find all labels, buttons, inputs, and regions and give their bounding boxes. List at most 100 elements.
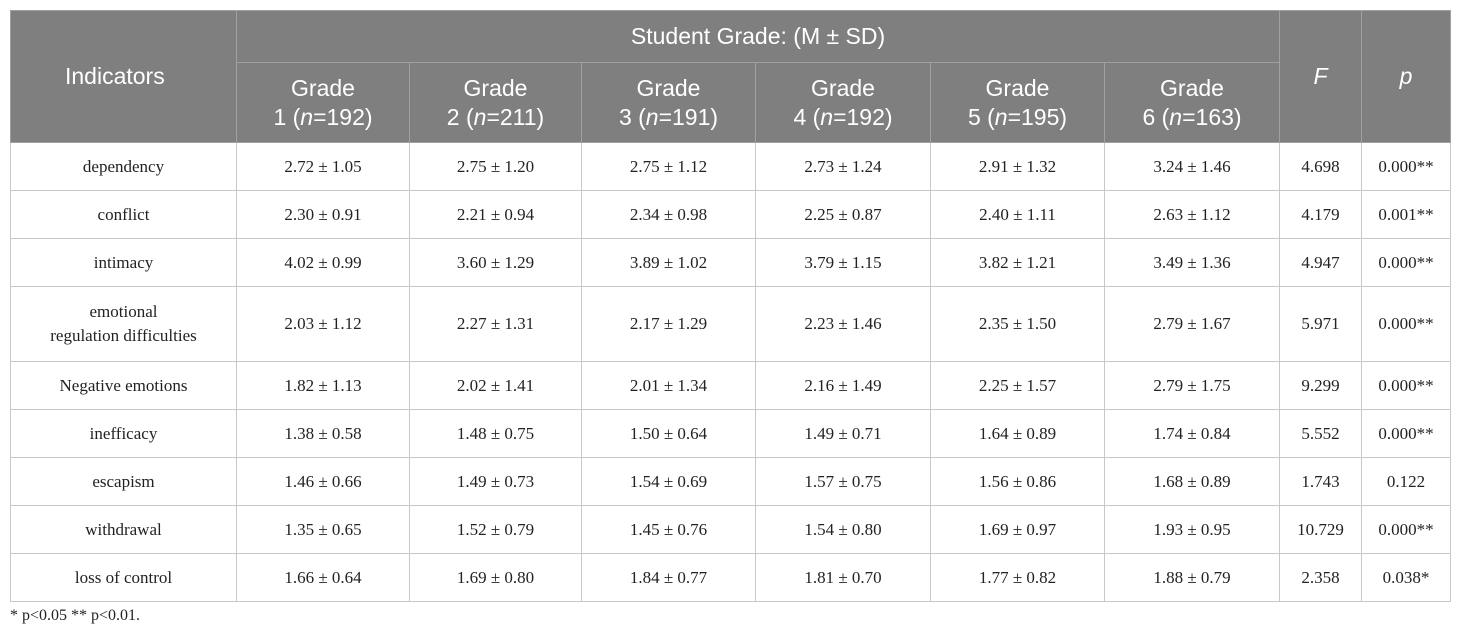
stat-cell: 2.02 ± 1.41 bbox=[409, 361, 582, 410]
grade-count: =195) bbox=[1007, 103, 1068, 130]
stat-cell: 1.69 ± 0.80 bbox=[409, 553, 582, 602]
table-row: inefficacy 1.38 ± 0.58 1.48 ± 0.75 1.50 … bbox=[10, 409, 1452, 458]
stat-cell: 1.77 ± 0.82 bbox=[930, 553, 1105, 602]
stat-cell: 2.16 ± 1.49 bbox=[755, 361, 931, 410]
indicator-label: inefficacy bbox=[10, 409, 237, 458]
stat-cell: 2.27 ± 1.31 bbox=[409, 286, 582, 362]
stat-cell: 2.23 ± 1.46 bbox=[755, 286, 931, 362]
stat-cell: 2.25 ± 0.87 bbox=[755, 190, 931, 239]
table-body: dependency 2.72 ± 1.05 2.75 ± 1.20 2.75 … bbox=[10, 142, 1452, 602]
student-grade-header: Student Grade: (M ± SD) bbox=[235, 10, 1281, 63]
grade-num: 6 ( bbox=[1142, 103, 1170, 130]
indicator-label: intimacy bbox=[10, 238, 237, 287]
p-header: p bbox=[1361, 10, 1452, 143]
stat-cell: 2.79 ± 1.75 bbox=[1103, 361, 1281, 410]
p-value: 0.000** bbox=[1361, 142, 1452, 191]
n-symbol: n bbox=[473, 103, 487, 130]
f-header: F bbox=[1279, 10, 1363, 143]
grade-count: =192) bbox=[313, 103, 373, 130]
stat-cell: 1.35 ± 0.65 bbox=[236, 505, 410, 554]
indicators-header: Indicators bbox=[10, 10, 237, 143]
stat-cell: 1.93 ± 0.95 bbox=[1103, 505, 1281, 554]
grade-1-header: Grade 1 (n=192) bbox=[236, 62, 410, 143]
stat-cell: 1.69 ± 0.97 bbox=[930, 505, 1105, 554]
stat-cell: 1.84 ± 0.77 bbox=[581, 553, 756, 602]
stat-cell: 4.02 ± 0.99 bbox=[236, 238, 410, 287]
grade-word: Grade bbox=[1160, 74, 1224, 101]
indicator-label: dependency bbox=[10, 142, 237, 191]
stat-cell: 1.54 ± 0.80 bbox=[755, 505, 931, 554]
indicator-label: conflict bbox=[10, 190, 237, 239]
stat-cell: 2.63 ± 1.12 bbox=[1103, 190, 1281, 239]
table-row: loss of control 1.66 ± 0.64 1.69 ± 0.80 … bbox=[10, 553, 1452, 602]
table-row: emotional regulation difficulties 2.03 ± … bbox=[10, 286, 1452, 362]
grade-word: Grade bbox=[291, 74, 355, 101]
stat-cell: 3.24 ± 1.46 bbox=[1103, 142, 1281, 191]
stat-cell: 2.35 ± 1.50 bbox=[930, 286, 1105, 362]
stat-cell: 2.21 ± 0.94 bbox=[409, 190, 582, 239]
grade-count: =163) bbox=[1182, 103, 1242, 130]
stat-cell: 1.52 ± 0.79 bbox=[409, 505, 582, 554]
n-symbol: n bbox=[994, 103, 1008, 130]
grade-4-header: Grade 4 (n=192) bbox=[755, 62, 931, 143]
table-row: dependency 2.72 ± 1.05 2.75 ± 1.20 2.75 … bbox=[10, 142, 1452, 191]
stat-cell: 3.79 ± 1.15 bbox=[755, 238, 931, 287]
grade-word: Grade bbox=[985, 74, 1050, 101]
grade-num: 3 ( bbox=[618, 103, 646, 130]
grade-6-header: Grade 6 (n=163) bbox=[1103, 62, 1281, 143]
stat-cell: 1.82 ± 1.13 bbox=[236, 361, 410, 410]
stat-cell: 1.54 ± 0.69 bbox=[581, 457, 756, 506]
f-value: 4.179 bbox=[1279, 190, 1363, 239]
indicator-label-line: emotional bbox=[89, 302, 158, 321]
stat-cell: 1.74 ± 0.84 bbox=[1103, 409, 1281, 458]
f-value: 10.729 bbox=[1279, 505, 1363, 554]
stat-cell: 2.79 ± 1.67 bbox=[1103, 286, 1281, 362]
n-symbol: n bbox=[300, 103, 314, 130]
table-row: escapism 1.46 ± 0.66 1.49 ± 0.73 1.54 ± … bbox=[10, 457, 1452, 506]
stat-cell: 1.81 ± 0.70 bbox=[755, 553, 931, 602]
grade-count: =191) bbox=[658, 103, 719, 130]
stat-cell: 1.49 ± 0.71 bbox=[755, 409, 931, 458]
p-value: 0.038* bbox=[1361, 553, 1452, 602]
stat-cell: 1.38 ± 0.58 bbox=[236, 409, 410, 458]
table-footnote: * p<0.05 ** p<0.01. bbox=[10, 607, 141, 624]
table-header: Indicators Student Grade: (M ± SD) F p G… bbox=[10, 10, 1452, 143]
stat-cell: 1.66 ± 0.64 bbox=[236, 553, 410, 602]
p-value: 0.122 bbox=[1361, 457, 1452, 506]
p-value: 0.000** bbox=[1361, 286, 1452, 362]
stat-cell: 2.40 ± 1.11 bbox=[930, 190, 1105, 239]
f-value: 9.299 bbox=[1279, 361, 1363, 410]
grade-3-header: Grade 3 (n=191) bbox=[581, 62, 756, 143]
stat-cell: 1.56 ± 0.86 bbox=[930, 457, 1105, 506]
stat-cell: 1.46 ± 0.66 bbox=[236, 457, 410, 506]
stat-cell: 1.68 ± 0.89 bbox=[1103, 457, 1281, 506]
stat-cell: 2.17 ± 1.29 bbox=[581, 286, 756, 362]
stat-cell: 2.75 ± 1.20 bbox=[409, 142, 582, 191]
grade-num: 1 ( bbox=[273, 103, 301, 130]
indicator-label: Negative emotions bbox=[10, 361, 237, 410]
p-value: 0.001** bbox=[1361, 190, 1452, 239]
p-value: 0.000** bbox=[1361, 409, 1452, 458]
grade-num: 4 ( bbox=[793, 103, 821, 130]
table-row: withdrawal 1.35 ± 0.65 1.52 ± 0.79 1.45 … bbox=[10, 505, 1452, 554]
stat-cell: 2.01 ± 1.34 bbox=[581, 361, 756, 410]
indicator-label: emotional regulation difficulties bbox=[10, 286, 237, 362]
stat-cell: 2.25 ± 1.57 bbox=[930, 361, 1105, 410]
stat-cell: 1.88 ± 0.79 bbox=[1103, 553, 1281, 602]
f-value: 5.971 bbox=[1279, 286, 1363, 362]
stat-cell: 2.91 ± 1.32 bbox=[930, 142, 1105, 191]
grade-count: =211) bbox=[486, 103, 545, 130]
table-row: intimacy 4.02 ± 0.99 3.60 ± 1.29 3.89 ± … bbox=[10, 238, 1452, 287]
p-value: 0.000** bbox=[1361, 238, 1452, 287]
f-value: 4.698 bbox=[1279, 142, 1363, 191]
f-value: 5.552 bbox=[1279, 409, 1363, 458]
indicator-label-line: regulation difficulties bbox=[50, 326, 197, 345]
grade-2-header: Grade 2 (n=211) bbox=[409, 62, 582, 143]
indicator-label: escapism bbox=[10, 457, 237, 506]
f-value: 1.743 bbox=[1279, 457, 1363, 506]
stat-cell: 1.45 ± 0.76 bbox=[581, 505, 756, 554]
stat-cell: 2.30 ± 0.91 bbox=[236, 190, 410, 239]
stat-cell: 1.57 ± 0.75 bbox=[755, 457, 931, 506]
p-header-label: p bbox=[1399, 63, 1413, 89]
stat-cell: 2.03 ± 1.12 bbox=[236, 286, 410, 362]
